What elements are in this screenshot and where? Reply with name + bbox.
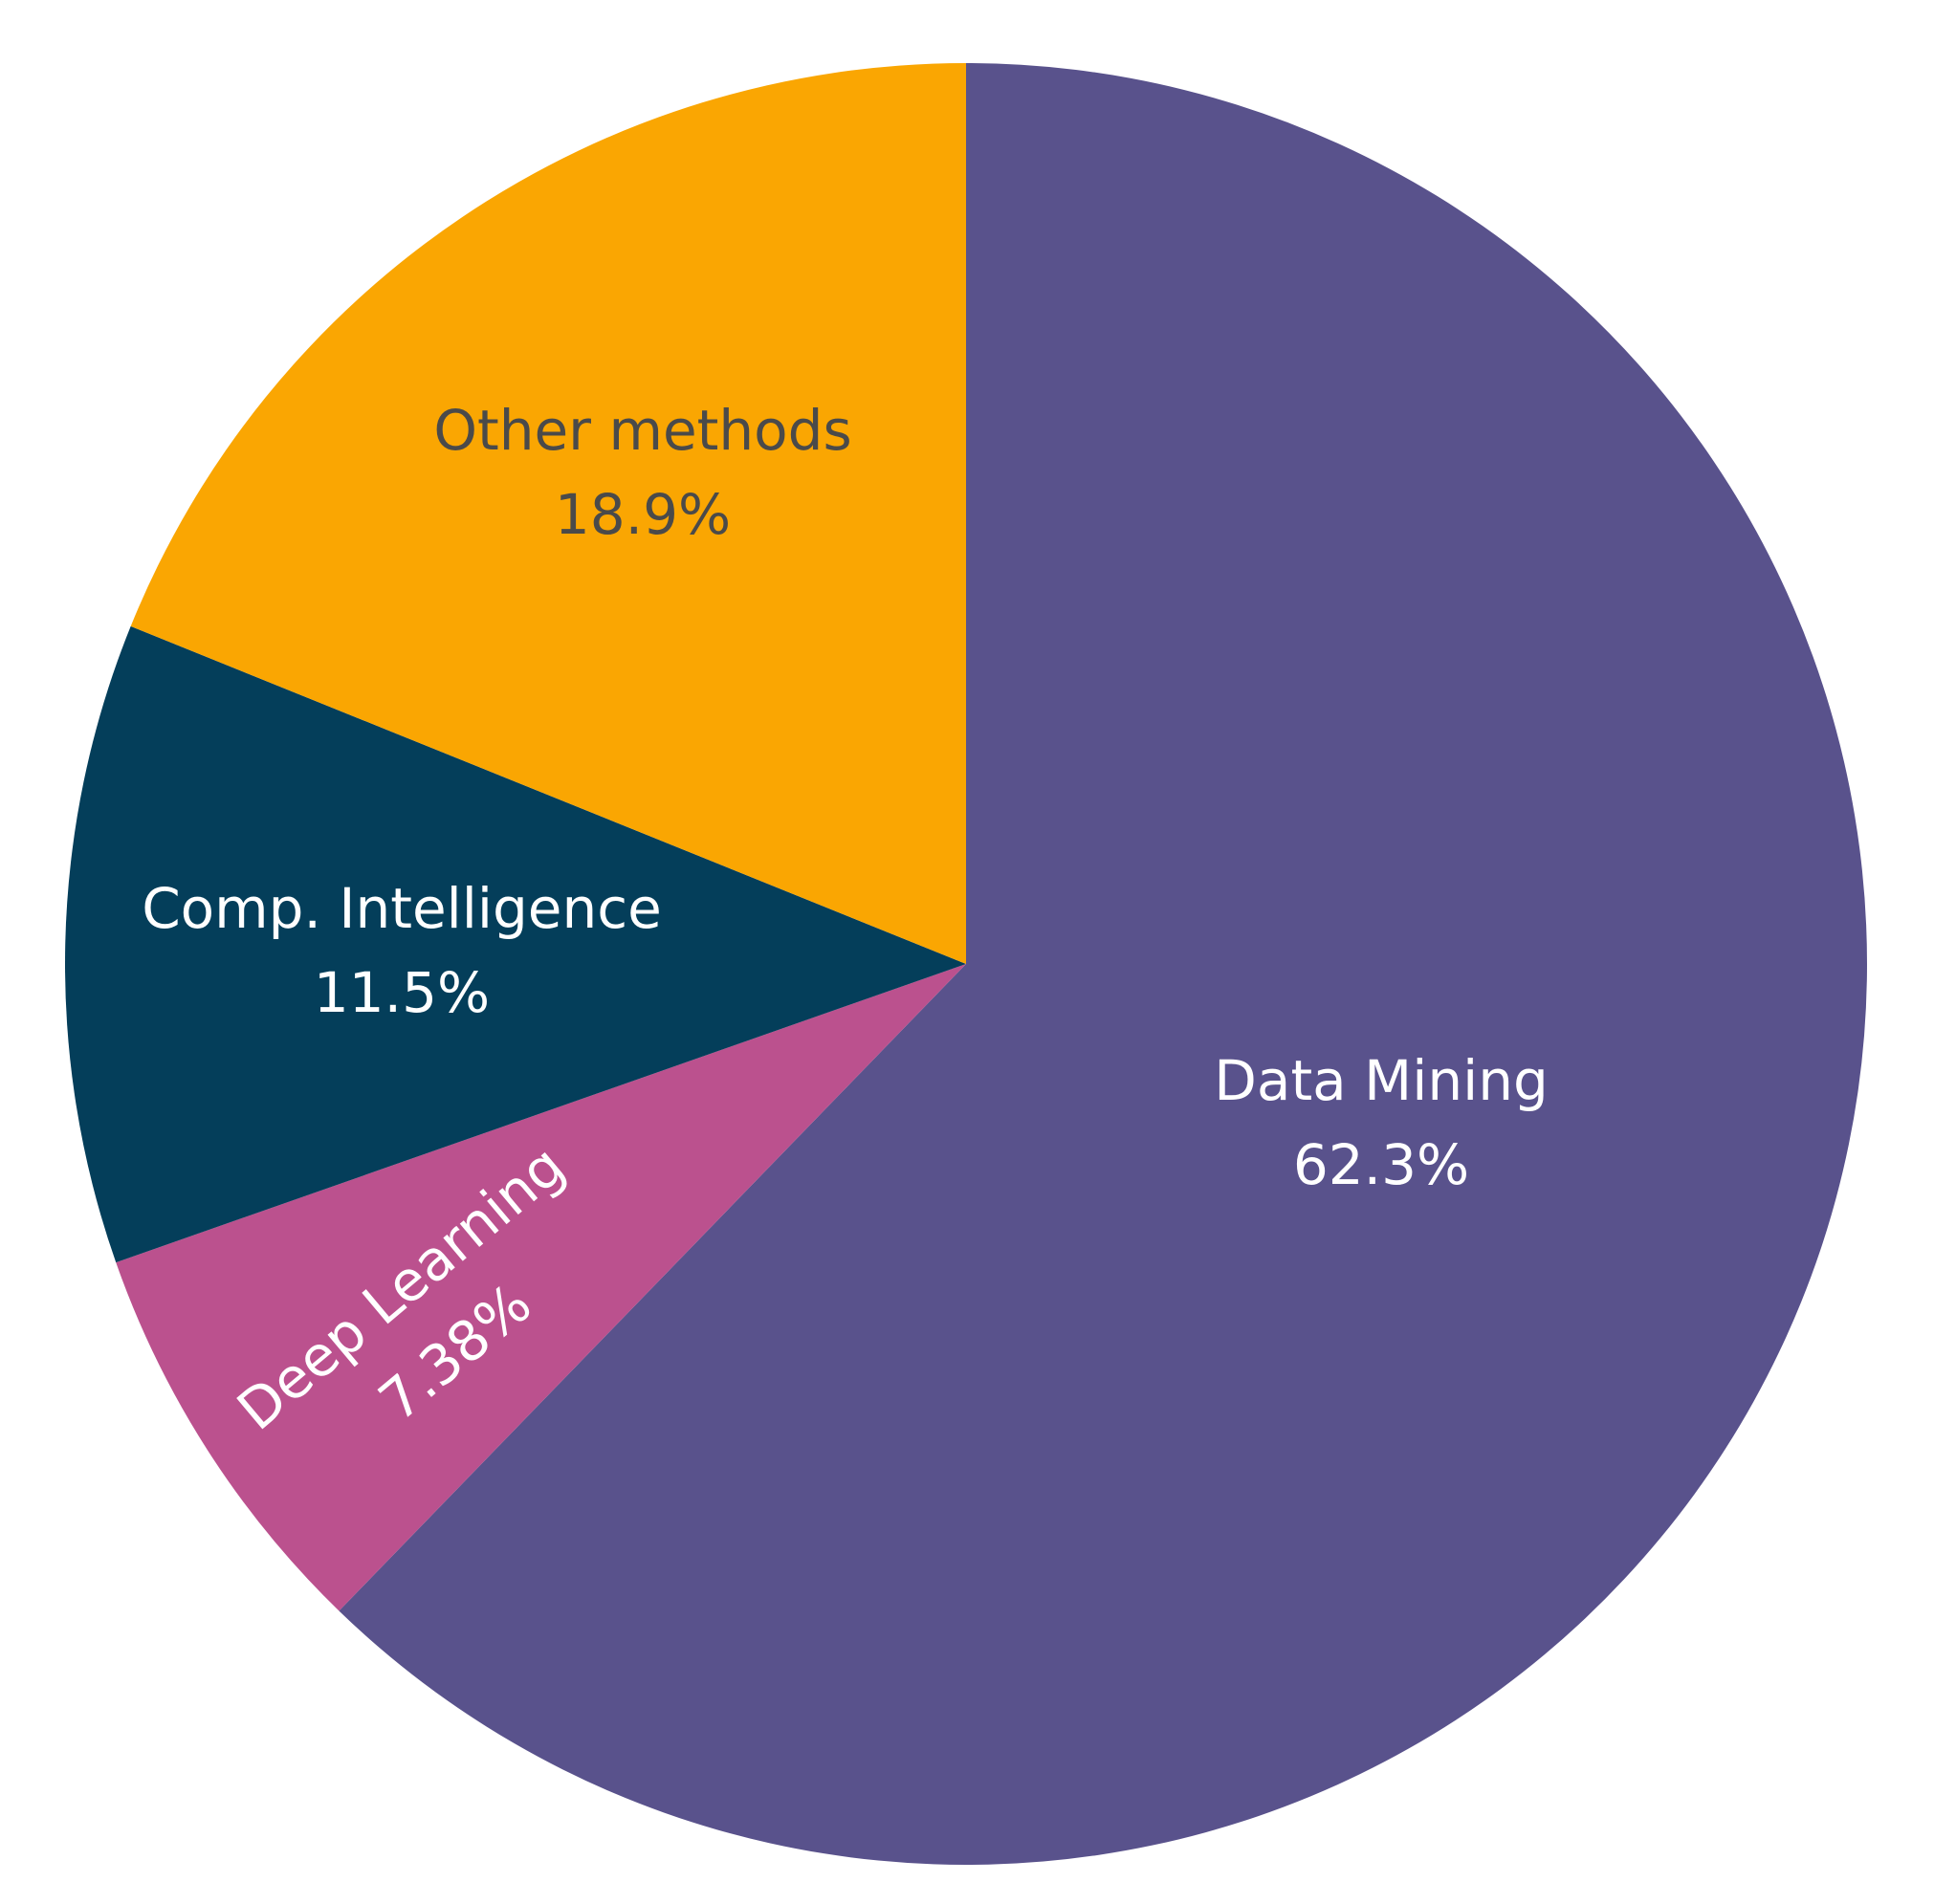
slice-label-group: Comp. Intelligence 11.5%: [142, 876, 662, 1025]
slice-name-label: Comp. Intelligence: [142, 876, 662, 941]
pie-slice-deep-learning: [116, 964, 967, 1611]
pie-slice-data-mining: [339, 63, 1867, 1865]
slice-name-label: Data Mining: [1214, 1048, 1549, 1113]
slice-value-label: 62.3%: [1293, 1132, 1469, 1197]
slice-value-label: 11.5%: [314, 960, 490, 1025]
pie-slice-other-methods: [130, 63, 966, 964]
slice-value-label: 18.9%: [555, 482, 731, 547]
pie-slices: [65, 63, 1867, 1865]
slice-label-group: Other methods 18.9%: [433, 398, 851, 547]
slice-name-label: Other methods: [433, 398, 851, 463]
pie-slice-comp-intelligence: [65, 625, 966, 1263]
slice-label-group: Data Mining 62.3%: [1214, 1048, 1549, 1197]
